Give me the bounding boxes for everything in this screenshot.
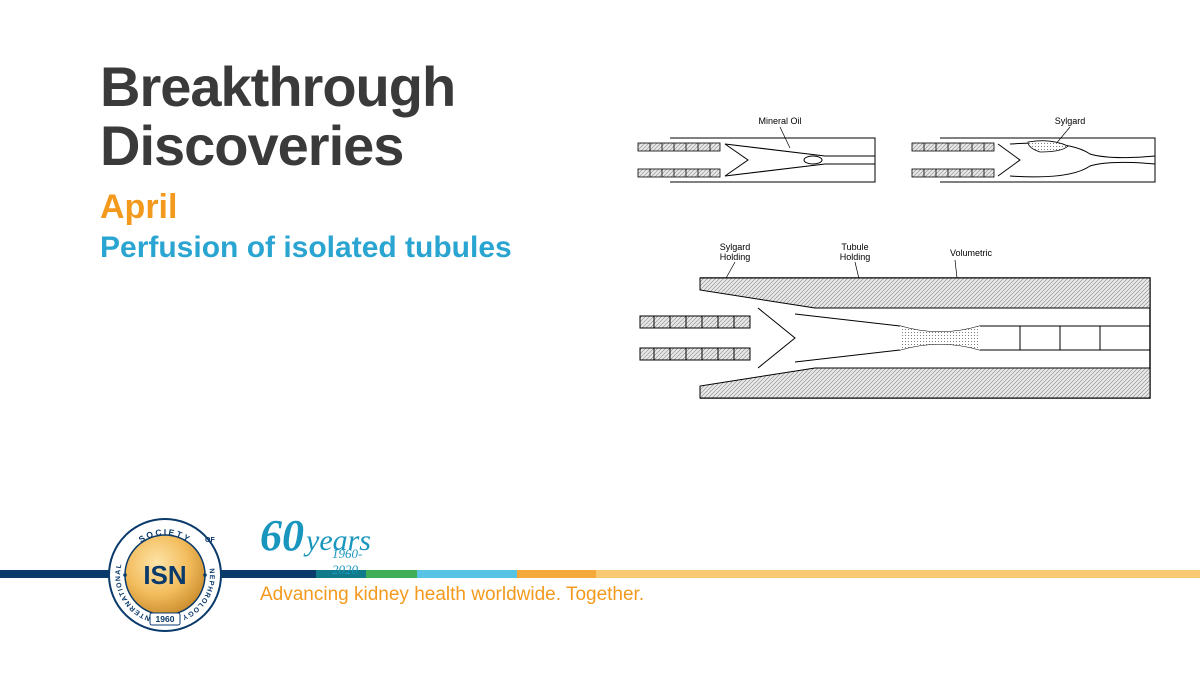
isn-year: 1960 xyxy=(156,614,175,624)
page-title: Breakthrough Discoveries xyxy=(100,58,620,176)
tubule-diagram: Mineral Oil Sylgard xyxy=(630,110,1160,430)
label-sylgard-holding: SylgardHolding xyxy=(720,242,751,262)
label-tubule-holding: TubuleHolding xyxy=(840,242,871,262)
stripe-segment xyxy=(417,570,518,578)
subtitle: Perfusion of isolated tubules xyxy=(100,231,620,265)
anniversary-mark: 60years 1960-2020 xyxy=(260,510,371,561)
anniv-range: 1960-2020 xyxy=(332,546,371,578)
isn-seal-logo: SOCIETY INTERNATIONAL NEPHROLOGY OF ISN … xyxy=(108,518,222,632)
anniv-number: 60 xyxy=(260,510,304,561)
stripe-segment xyxy=(596,570,1200,578)
month-label: April xyxy=(100,188,620,227)
header-text-block: Breakthrough Discoveries April Perfusion… xyxy=(100,58,620,265)
title-line-1: Breakthrough xyxy=(100,55,455,118)
svg-text:OF: OF xyxy=(205,537,215,544)
label-mineral-oil: Mineral Oil xyxy=(758,116,801,126)
stripe-segment xyxy=(366,570,416,578)
label-sylgard: Sylgard xyxy=(1055,116,1086,126)
isn-abbrev: ISN xyxy=(143,560,186,590)
title-line-2: Discoveries xyxy=(100,114,403,177)
tagline: Advancing kidney health worldwide. Toget… xyxy=(260,584,644,606)
footer: SOCIETY INTERNATIONAL NEPHROLOGY OF ISN … xyxy=(0,540,1200,670)
stripe-segment xyxy=(517,570,596,578)
label-volumetric: Volumetric xyxy=(950,248,993,258)
